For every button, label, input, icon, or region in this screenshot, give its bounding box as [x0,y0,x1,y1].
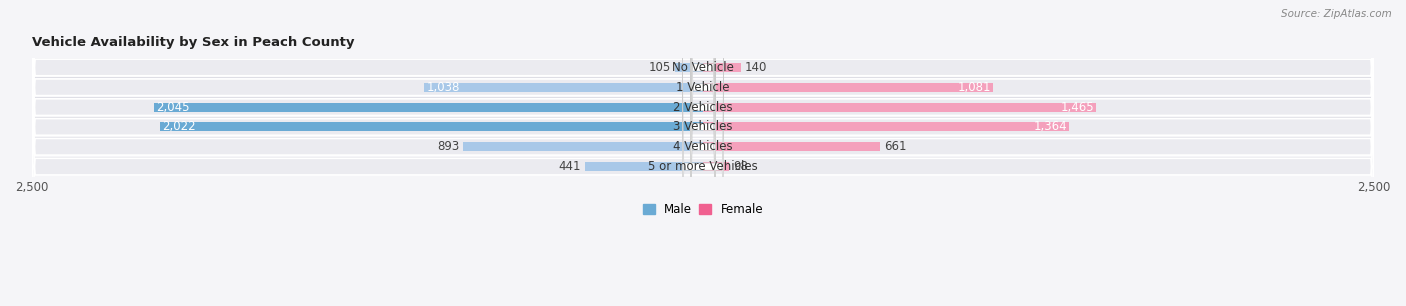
Bar [703,83,993,92]
Text: 1 Vehicle: 1 Vehicle [676,81,730,94]
Text: 4 Vehicles: 4 Vehicles [673,140,733,153]
Bar [703,122,1070,131]
Bar [703,63,741,72]
Bar [425,83,703,92]
Text: 5 or more Vehicles: 5 or more Vehicles [648,160,758,173]
Text: 98: 98 [734,160,748,173]
Bar [153,103,703,112]
Text: 1,465: 1,465 [1060,101,1094,114]
Text: 441: 441 [558,160,581,173]
Text: 1,364: 1,364 [1033,121,1067,133]
Text: 1,038: 1,038 [426,81,460,94]
FancyBboxPatch shape [32,0,1374,297]
Bar [703,162,730,171]
FancyBboxPatch shape [692,0,714,242]
FancyBboxPatch shape [690,0,716,282]
Text: No Vehicle: No Vehicle [672,61,734,74]
Legend: Male, Female: Male, Female [638,198,768,221]
FancyBboxPatch shape [32,0,1374,306]
FancyBboxPatch shape [690,0,716,222]
Bar [703,142,880,151]
FancyBboxPatch shape [32,0,1374,306]
Text: 105: 105 [648,61,671,74]
FancyBboxPatch shape [682,12,724,306]
FancyBboxPatch shape [690,0,716,302]
FancyBboxPatch shape [32,0,1374,306]
Text: 661: 661 [884,140,907,153]
Text: 140: 140 [745,61,768,74]
Text: Vehicle Availability by Sex in Peach County: Vehicle Availability by Sex in Peach Cou… [32,36,354,50]
Bar [160,122,703,131]
Bar [585,162,703,171]
FancyBboxPatch shape [32,0,1374,306]
FancyBboxPatch shape [32,0,1374,306]
Text: 2,045: 2,045 [156,101,190,114]
Text: 3 Vehicles: 3 Vehicles [673,121,733,133]
Text: Source: ZipAtlas.com: Source: ZipAtlas.com [1281,9,1392,19]
Bar [703,103,1097,112]
FancyBboxPatch shape [690,0,716,262]
Text: 893: 893 [437,140,460,153]
Text: 1,081: 1,081 [957,81,991,94]
Text: 2 Vehicles: 2 Vehicles [673,101,733,114]
Bar [463,142,703,151]
Text: 2,022: 2,022 [162,121,195,133]
Bar [675,63,703,72]
